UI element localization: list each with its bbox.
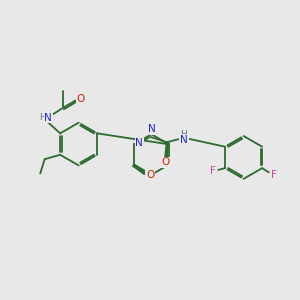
Text: N: N	[148, 124, 156, 134]
Text: N: N	[44, 112, 52, 123]
Text: H: H	[181, 130, 187, 139]
Text: O: O	[77, 94, 85, 104]
Text: N: N	[136, 138, 143, 148]
Text: F: F	[210, 166, 216, 176]
Text: O: O	[161, 158, 169, 167]
Text: N: N	[180, 135, 188, 145]
Text: H: H	[39, 113, 46, 122]
Text: F: F	[272, 170, 277, 180]
Text: O: O	[146, 170, 154, 180]
